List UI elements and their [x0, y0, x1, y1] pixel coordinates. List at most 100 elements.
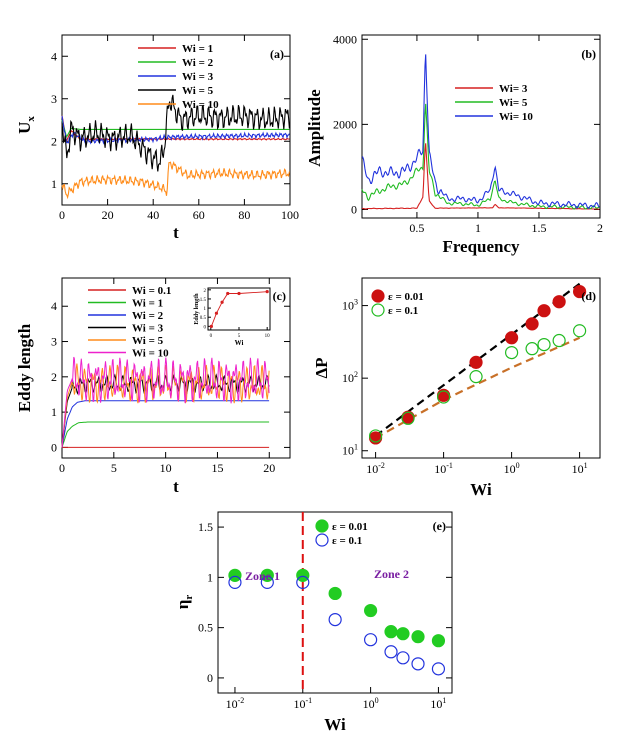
panel-c-xtick-label: 5 [111, 461, 117, 475]
panel-b-xtick-label: 0.5 [409, 221, 424, 235]
panel-d-point [537, 304, 551, 318]
panel-d-frame [361, 277, 601, 459]
panel-e-point [396, 627, 410, 641]
panel-e-legend-marker [315, 519, 329, 533]
panel-c-xlabel: t [173, 477, 179, 496]
panel-d-legend-marker [371, 303, 385, 317]
panel-d-point [552, 295, 566, 309]
panel-e-zone-2-label: Zone 2 [374, 567, 409, 581]
panel-e-legend-label: ε = 0.01 [332, 521, 368, 533]
panel-c-series-line [61, 400, 270, 448]
panel-c-series-line [61, 373, 270, 448]
panel-d-xtick-label: 101 [572, 461, 588, 476]
panel-e-legend-marker [315, 533, 329, 547]
panel-a-ytick-label: 4 [51, 49, 57, 63]
panel-c-xtick-label: 0 [59, 461, 65, 475]
panel-a-ytick-label: 3 [51, 92, 57, 106]
panel-a-legend-label: Wi = 10 [182, 99, 219, 111]
panel-a-ylabel: Ux [15, 116, 37, 134]
panel-d-point [537, 338, 551, 352]
panel-b-series-line [362, 143, 600, 210]
panel-a-legend-label: Wi = 2 [182, 57, 214, 69]
panel-d-xtick-label: 100 [504, 461, 520, 476]
panel-b-ytick-label: 4000 [333, 32, 357, 46]
panel-b-xtick-label: 2 [597, 221, 603, 235]
panel-a-xtick-label: 40 [147, 208, 159, 222]
panel-d-point [505, 331, 519, 345]
panel-e-point [431, 634, 446, 648]
panel-a-panel-label: (a) [270, 47, 284, 61]
panel-e-xlabel: Wi [324, 715, 346, 734]
panel-a-xtick-label: 100 [281, 208, 299, 222]
panel-e-point [228, 568, 242, 582]
panel-a-legend-label: Wi = 1 [182, 43, 213, 55]
panel-e-point [260, 568, 274, 582]
panel-d-legend-marker [371, 289, 385, 303]
panel-c-xtick-label: 10 [160, 461, 172, 475]
panel-e-ytick-label: 1 [207, 570, 213, 584]
panel-e-xtick-label: 10-1 [293, 696, 312, 711]
panel-e-point [296, 575, 310, 589]
panel-e-point [411, 657, 425, 671]
panel-b-panel-label: (b) [581, 47, 596, 61]
panel-d-point [525, 317, 539, 331]
panel-b-xtick-label: 1 [475, 221, 481, 235]
panel-e-legend-label: ε = 0.1 [332, 535, 362, 547]
panel-d-point [505, 345, 519, 360]
panel-c-series-line [61, 356, 270, 448]
panel-d-point [401, 411, 415, 425]
panel-e-point [384, 645, 398, 659]
panel-e-point [396, 651, 410, 665]
panel-c-inset-line [210, 291, 268, 327]
panel-e-xtick-label: 10-2 [226, 696, 245, 711]
panel-e-point [328, 586, 342, 601]
panel-a-ytick-label: 2 [51, 134, 57, 148]
panel-d-ylabel: ΔP [312, 357, 331, 378]
panel-c-inset-xlabel: Wi [235, 339, 244, 347]
panel-c-ytick-label: 0 [51, 440, 57, 454]
panel-c-inset-ylabel: Eddy length [194, 293, 200, 325]
panel-c-inset-ytick-label: 1 [204, 307, 207, 312]
panel-c-ytick-label: 4 [51, 299, 57, 313]
panel-d-xlabel: Wi [470, 480, 492, 499]
panel-d-panel-label: (d) [581, 289, 596, 303]
panel-c-inset-ytick-label: 0 [204, 325, 207, 330]
panel-d-xtick-label: 10-2 [366, 461, 385, 476]
panel-e-zone-1-label: Zone 1 [245, 569, 280, 583]
panel-e-point [411, 630, 425, 644]
panel-c-xtick-label: 15 [211, 461, 223, 475]
panel-c-series-line [61, 421, 270, 448]
panel-d-point [401, 410, 415, 424]
panel-c-ytick-label: 2 [51, 370, 57, 384]
panel-d-point [469, 355, 483, 369]
panel-b-ylabel: Amplitude [305, 89, 324, 167]
panel-c-ytick-label: 3 [51, 335, 57, 349]
panel-a-series-line [61, 119, 290, 138]
panel-c-ytick-label: 1 [51, 405, 57, 419]
panel-c-inset-point [237, 291, 241, 296]
panel-d-point [572, 284, 587, 299]
panel-a-series-line [61, 161, 290, 200]
panel-d-ytick-label: 102 [342, 370, 358, 385]
panel-c-inset-point [220, 300, 224, 304]
panel-d-point [369, 429, 383, 443]
panel-d-legend-label: ε = 0.01 [388, 291, 424, 303]
panel-c-legend-label: Wi = 0.1 [132, 285, 171, 297]
panel-e-ytick-label: 0.5 [198, 621, 213, 635]
panel-c-legend-label: Wi = 10 [132, 348, 169, 360]
panel-c-xtick-label: 20 [263, 461, 275, 475]
panel-c-inset-point [214, 311, 219, 315]
panel-b-ytick-label: 2000 [333, 117, 357, 131]
panel-c-ylabel: Eddy length [15, 323, 34, 412]
panel-d-point [572, 324, 587, 338]
panel-d-point [525, 342, 539, 356]
panel-e-ytick-label: 1.5 [198, 520, 213, 534]
panel-d-point [437, 390, 451, 404]
panel-b-legend-label: Wi= 5 [499, 97, 528, 109]
panel-e-ylabel: ηr [173, 595, 195, 610]
panel-e-xtick-label: 101 [430, 696, 446, 711]
panel-c-inset-ytick-label: 0.5 [200, 316, 207, 321]
panel-c-inset-point [209, 324, 213, 328]
panel-c-frame [61, 277, 291, 459]
